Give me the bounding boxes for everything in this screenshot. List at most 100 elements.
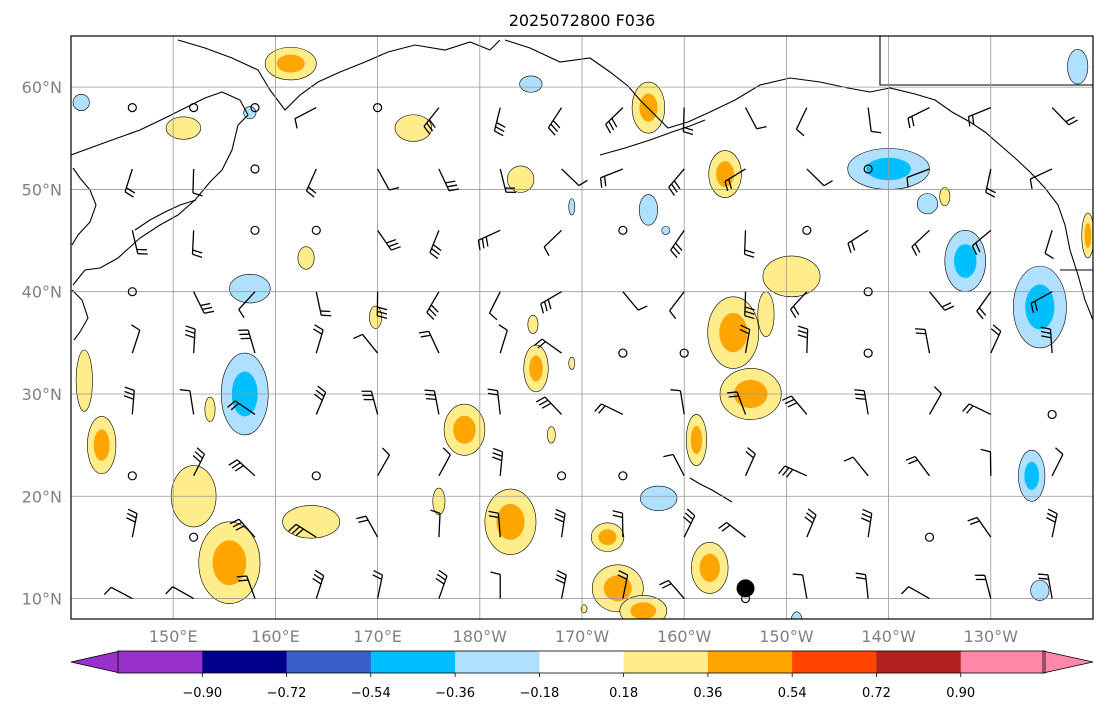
wind-barb-shaft: [294, 107, 317, 120]
anomaly-region: [757, 291, 775, 338]
wind-barb-flag: [578, 179, 588, 187]
wind-barb-flag: [202, 306, 213, 311]
wind-barb-shaft: [543, 229, 563, 248]
wind-barb-flag: [426, 312, 435, 321]
wind-barb-flag: [744, 306, 755, 311]
wind-barb-flag: [492, 447, 503, 453]
coastline-japan: [71, 289, 89, 341]
anomaly-core: [1024, 461, 1039, 490]
wind-barb-flag: [288, 523, 297, 532]
wind-barb-flag: [442, 447, 451, 456]
wind-barb-flag: [234, 464, 244, 472]
wind-barb-flag: [554, 517, 565, 523]
wind-barb-flag: [317, 385, 327, 393]
wind-barb-flag: [861, 517, 871, 523]
wind-barb-flag: [295, 528, 304, 537]
wind-barb-flag: [675, 242, 683, 252]
location-marker[interactable]: [736, 579, 755, 598]
wind-barb-flag: [192, 192, 203, 197]
colorbar-bin: [370, 651, 456, 673]
wind-barb-flag: [744, 315, 755, 320]
colorbar-frame: [117, 650, 1046, 674]
wind-barb-shaft: [238, 291, 256, 310]
wind-barb-flag: [670, 249, 678, 259]
anomaly-region: [297, 246, 315, 270]
wind-barb-flag: [307, 186, 317, 194]
wind-barb-flag: [990, 328, 1000, 336]
wind-barb-flag: [353, 333, 363, 340]
wind-barb-flag: [782, 467, 790, 476]
wind-barb-flag: [428, 308, 437, 317]
wind-barb-flag: [807, 508, 817, 516]
map-area[interactable]: [71, 36, 1094, 636]
map-title: 2025072800 F036: [509, 11, 656, 30]
wind-barb-flag: [962, 403, 970, 412]
wind-barb-flag: [1037, 573, 1048, 576]
colorbar-tick-label: 0.18: [609, 686, 638, 701]
anomaly-region: [432, 487, 446, 515]
wind-barb-flag: [598, 405, 606, 414]
wind-barb-flag: [238, 309, 245, 319]
anomaly-region: [762, 255, 821, 298]
wind-barb-flag: [871, 130, 882, 134]
lat-tick-label: 20°N: [22, 487, 62, 506]
wind-barb-flag: [547, 127, 556, 136]
wind-barb-flag: [230, 402, 240, 411]
wind-barb-flag: [967, 516, 978, 522]
anomaly-core: [630, 602, 657, 619]
calm-wind-circle: [311, 471, 321, 481]
wind-barb-flag: [684, 512, 694, 520]
wind-barb-flag: [313, 573, 323, 581]
wind-barb-flag: [669, 310, 677, 320]
colorbar: −0.90 −0.72 −0.54 −0.36 −0.18 0.18 0.36 0.54 0.7…: [70, 650, 1094, 701]
coastline-sakhalin: [71, 167, 97, 246]
wind-barb-flag: [447, 184, 458, 188]
anomaly-region: [527, 314, 539, 334]
wind-barb-flag: [535, 396, 546, 403]
wind-barb-shaft: [908, 586, 930, 600]
anomaly-core: [639, 93, 658, 122]
wind-barbs: [103, 102, 1078, 604]
anomaly-region: [639, 485, 678, 511]
coastline-siberia: [177, 39, 501, 111]
wind-barb-flag: [603, 176, 607, 187]
wind-barb-flag: [1055, 447, 1064, 455]
lon-tick-label: 130°W: [964, 627, 1019, 646]
colorbar-bin: [623, 651, 709, 673]
wind-barb-flag: [792, 573, 803, 576]
coastline-kamchatka-kurils: [71, 91, 249, 286]
wind-barb-flag: [485, 236, 489, 247]
calm-wind-circle: [127, 287, 137, 297]
wind-barb-flag: [1030, 303, 1035, 314]
border-alaska-canada: [879, 36, 1093, 86]
wind-barb-flag: [550, 123, 558, 132]
wind-barb-flag: [313, 328, 323, 335]
wind-barb-flag: [377, 306, 388, 311]
wind-barb-flag: [747, 447, 756, 455]
wind-barb-flag: [980, 448, 991, 453]
wind-barb-flag: [986, 187, 996, 194]
anomaly-core: [699, 553, 720, 582]
wind-barb-flag: [179, 389, 190, 392]
wind-barb-flag: [663, 453, 674, 458]
wind-barb-flag: [423, 125, 431, 135]
wind-barb-flag: [966, 405, 974, 414]
calm-wind-circle: [127, 471, 137, 481]
wind-barb-flag: [1044, 252, 1054, 260]
wind-barb-flag: [941, 302, 952, 308]
anomaly-region: [661, 225, 671, 235]
colorbar-bin: [455, 651, 540, 673]
wind-barb-flag: [184, 333, 195, 339]
calm-wind-circle: [863, 287, 873, 297]
wind-barb-shaft: [1051, 454, 1064, 477]
coastline-hawaii: [689, 477, 733, 503]
wind-barb-flag: [843, 456, 854, 462]
wind-barb-flag: [236, 575, 247, 578]
anomaly-region: [507, 165, 535, 193]
wind-barb-flag: [933, 386, 942, 395]
wind-barb-flag: [373, 569, 383, 576]
wind-barb-shaft: [189, 390, 195, 415]
wind-barb-flag: [673, 180, 681, 190]
wind-barb-flag: [796, 128, 805, 137]
